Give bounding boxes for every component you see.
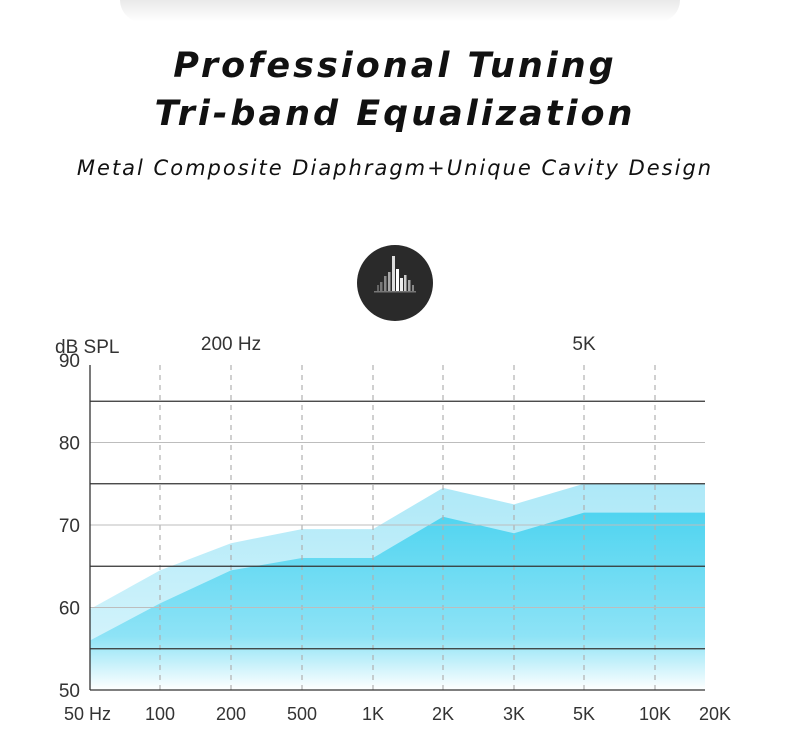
areas-layer [90,483,705,690]
y-tick-label: 60 [59,599,80,620]
equalizer-bars-icon [357,245,433,321]
x-tick-label: 20K [699,704,731,724]
top-annotation: 200 Hz [201,334,261,355]
y-tick-label: 90 [59,351,80,372]
y-tick-label: 70 [59,516,80,537]
x-tick-label: 10K [639,704,671,724]
subtitle: Metal Composite Diaphragm+Unique Cavity … [76,156,714,180]
x-tick-label: 200 [216,704,246,724]
x-tick-label: 500 [287,704,317,724]
x-tick-label: 50 Hz [64,704,111,724]
y-tick-label: 50 [59,681,80,702]
x-tick-label: 3K [503,704,525,724]
series-area-2 [90,512,705,690]
top-annotation: 5K [572,334,596,355]
x-tick-label: 2K [432,704,454,724]
y-axis-label: dB SPL [55,337,119,358]
x-tick-label: 5K [573,704,595,724]
y-tick-label: 80 [59,434,80,455]
top-shadow [120,0,680,22]
headline-line-2: Tri-band Equalization [154,94,636,134]
headline-line-1: Professional Tuning [173,46,617,86]
grid-layer [89,365,705,691]
x-tick-label: 1K [362,704,384,724]
x-tick-label: 100 [145,704,175,724]
